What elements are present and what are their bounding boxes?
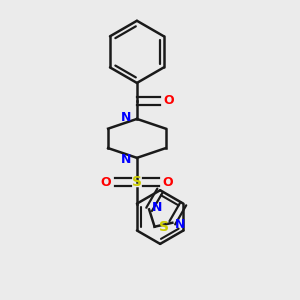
Text: N: N	[175, 218, 185, 231]
Text: N: N	[152, 201, 162, 214]
Text: O: O	[162, 176, 173, 189]
Text: S: S	[132, 176, 142, 189]
Text: O: O	[101, 176, 111, 189]
Text: N: N	[121, 153, 131, 166]
Text: N: N	[121, 111, 131, 124]
Text: O: O	[163, 94, 174, 107]
Text: S: S	[159, 220, 169, 234]
